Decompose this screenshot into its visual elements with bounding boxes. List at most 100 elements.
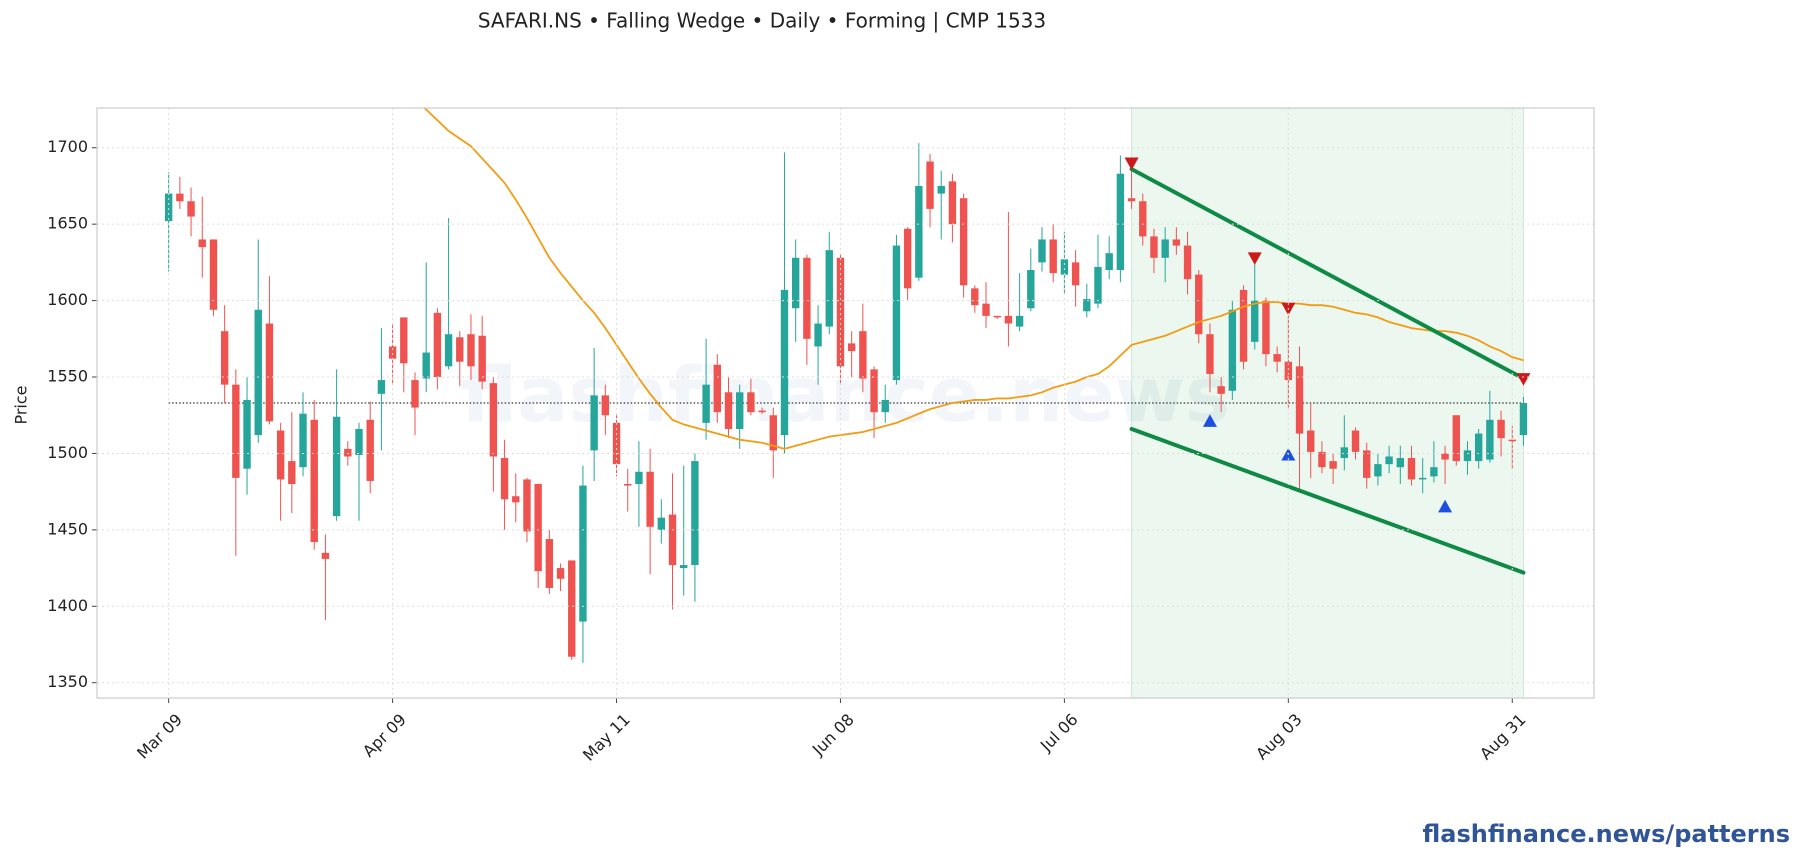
wedge-line [1129,426,1526,575]
candle-body [187,201,195,217]
candle-body [646,471,654,527]
candle-body [758,410,766,413]
candle-body [209,239,218,310]
candle-body [803,257,811,339]
pivot-high-marker [1516,373,1531,386]
candle-body [847,343,856,352]
candle-body [1474,433,1483,462]
candle-body [1508,439,1516,442]
watermark: flashfinance.news [461,350,1230,439]
x-tick-label: Jul 06 [1036,710,1082,756]
candle-body [713,364,721,413]
candle-body [1452,415,1460,462]
candle-body [915,185,923,278]
y-tick-label: 1400 [47,596,88,615]
candle-body [1329,461,1337,469]
candle-body [299,413,307,468]
candle-body [444,334,453,367]
candle-body [948,181,957,225]
candle-body [1374,464,1382,477]
y-axis-label: Price [12,385,31,424]
y-tick-label: 1550 [47,367,88,386]
y-tick-label: 1350 [47,672,88,691]
x-tick-label: Aug 03 [1252,710,1306,764]
candle-body [232,384,240,478]
candle-body [523,479,531,532]
candle-body [220,331,229,385]
candle-body [1105,253,1113,271]
x-tick-label: May 11 [579,710,634,765]
candle-body [288,461,296,485]
candle-body [332,416,341,517]
candle-body [1385,456,1393,465]
candle-body [982,303,990,316]
candle-body [825,250,833,327]
candle-body [467,334,475,367]
candle-body [344,448,352,457]
candle-body [456,337,464,362]
candle-body [176,193,184,202]
plot-frame [96,107,1595,699]
x-tick-label: Apr 09 [359,710,410,761]
y-tick-label: 1500 [47,443,88,462]
candle-body [836,257,845,367]
candle-body [680,565,688,569]
candle-body [1139,201,1147,237]
candle-body [993,315,1001,318]
pivot-high-marker [1124,157,1139,171]
candle-body [971,288,979,306]
candle-body [1307,430,1315,452]
candle-body [747,392,755,413]
candle-body [1318,451,1326,468]
candle-body [568,560,576,657]
pivot-low-marker [1202,414,1217,427]
candle-body [366,419,374,481]
candle-body [276,430,285,480]
candle-body [859,331,867,379]
candle-body [1094,266,1102,304]
candle-body [1004,315,1013,324]
candle-body [411,380,419,408]
candle-body [512,496,520,503]
candle-body [814,323,822,347]
candle-body [1027,270,1035,309]
chart-title: SAFARI.NS • Falling Wedge • Daily • Form… [478,9,1046,33]
candle-body [724,392,733,429]
candle-body [164,193,173,222]
candle-body [959,198,968,286]
candle-body [254,309,262,436]
candle-body [903,228,912,289]
candle-body [478,335,486,382]
candle-body [668,514,677,566]
candle-body [500,458,509,500]
candle-body [243,399,251,469]
candle-body [1407,458,1416,480]
candle-body [1295,366,1304,434]
candle-body [579,485,587,622]
candle-body [791,257,800,309]
wedge-line [1129,167,1526,381]
x-tick-label: Aug 31 [1476,710,1530,764]
candle-body [1463,450,1472,462]
candle-body [388,346,397,359]
candle-body [870,369,878,413]
candle-body [635,471,643,485]
candle-body [1015,315,1024,327]
candle-body [601,395,610,416]
candle-body [321,552,330,559]
candle-body [489,383,498,457]
candle-body [556,568,565,579]
candle-body [1430,467,1438,477]
plot-area: flashfinance.news [164,108,1531,698]
candle-body [1150,236,1158,258]
candle-body [545,539,554,588]
candle-body [1049,239,1057,274]
candle-body [624,484,632,486]
candle-body [1127,198,1136,202]
x-tick-label: Mar 09 [133,710,186,763]
candle-body [937,185,945,194]
candle-body [433,312,442,378]
candle-body [1262,300,1270,355]
candle-body [1340,447,1349,459]
